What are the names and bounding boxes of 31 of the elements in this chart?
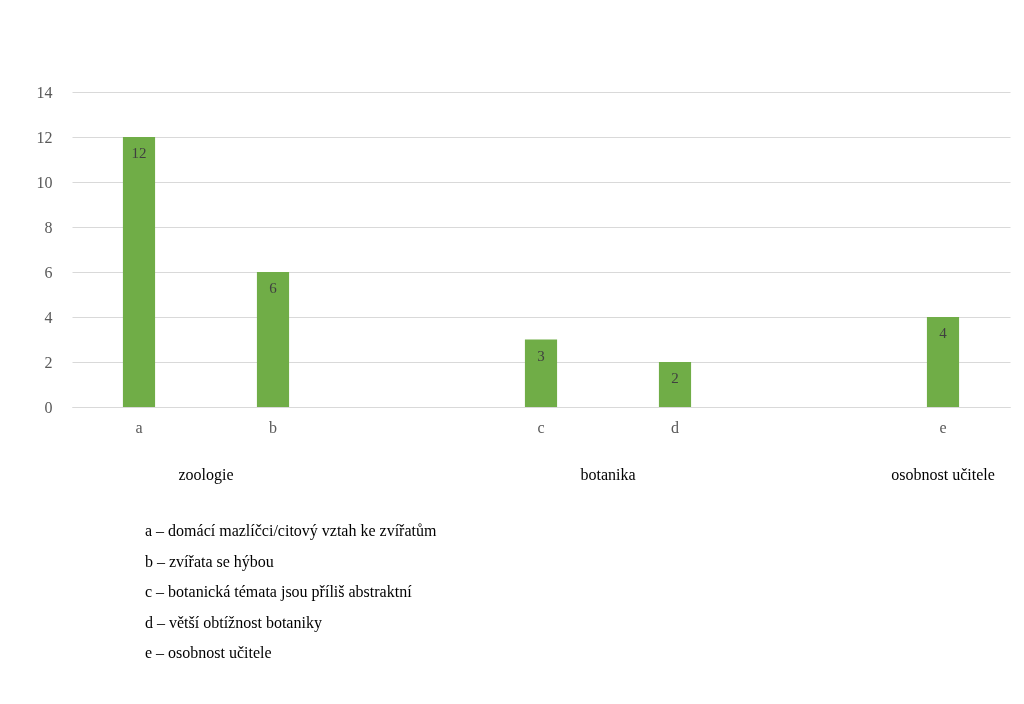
x-tick-label: b — [269, 418, 277, 436]
y-tick-label: 10 — [36, 173, 53, 191]
x-tick-label: d — [671, 418, 679, 436]
x-tick-label: a — [135, 418, 143, 436]
x-tick-label: e — [939, 418, 947, 436]
data-label: 4 — [939, 325, 948, 341]
bar — [122, 137, 156, 407]
text: botanika — [580, 466, 636, 483]
text: d – větší obtížnost botaniky — [145, 613, 322, 632]
text: osobnost učitele — [891, 466, 995, 483]
data-label: 6 — [269, 280, 278, 296]
text: b – zvířata se hýbou — [145, 552, 274, 571]
y-tick-label: 14 — [36, 83, 53, 101]
text: a – domácí mazlíčci/citový vztah ke zvířatům — [145, 522, 437, 540]
y-tick-label: 0 — [44, 398, 53, 416]
y-tick-label: 2 — [44, 353, 53, 371]
data-label: 3 — [537, 347, 545, 364]
y-tick-label: 8 — [44, 218, 53, 236]
text: c – botanická témata jsou příliš abstraktní — [145, 583, 413, 601]
y-tick-label: 4 — [44, 308, 53, 326]
data-label: 12 — [131, 145, 147, 161]
text: e – osobnost učitele — [145, 644, 272, 661]
x-tick-label: c — [537, 418, 545, 436]
data-label: 2 — [671, 370, 679, 386]
y-tick-label: 6 — [44, 263, 53, 281]
bar — [658, 362, 692, 407]
text: zoologie — [178, 466, 234, 484]
bar — [256, 272, 290, 407]
bar — [926, 317, 960, 407]
bar — [524, 339, 558, 407]
y-tick-label: 12 — [36, 128, 53, 146]
